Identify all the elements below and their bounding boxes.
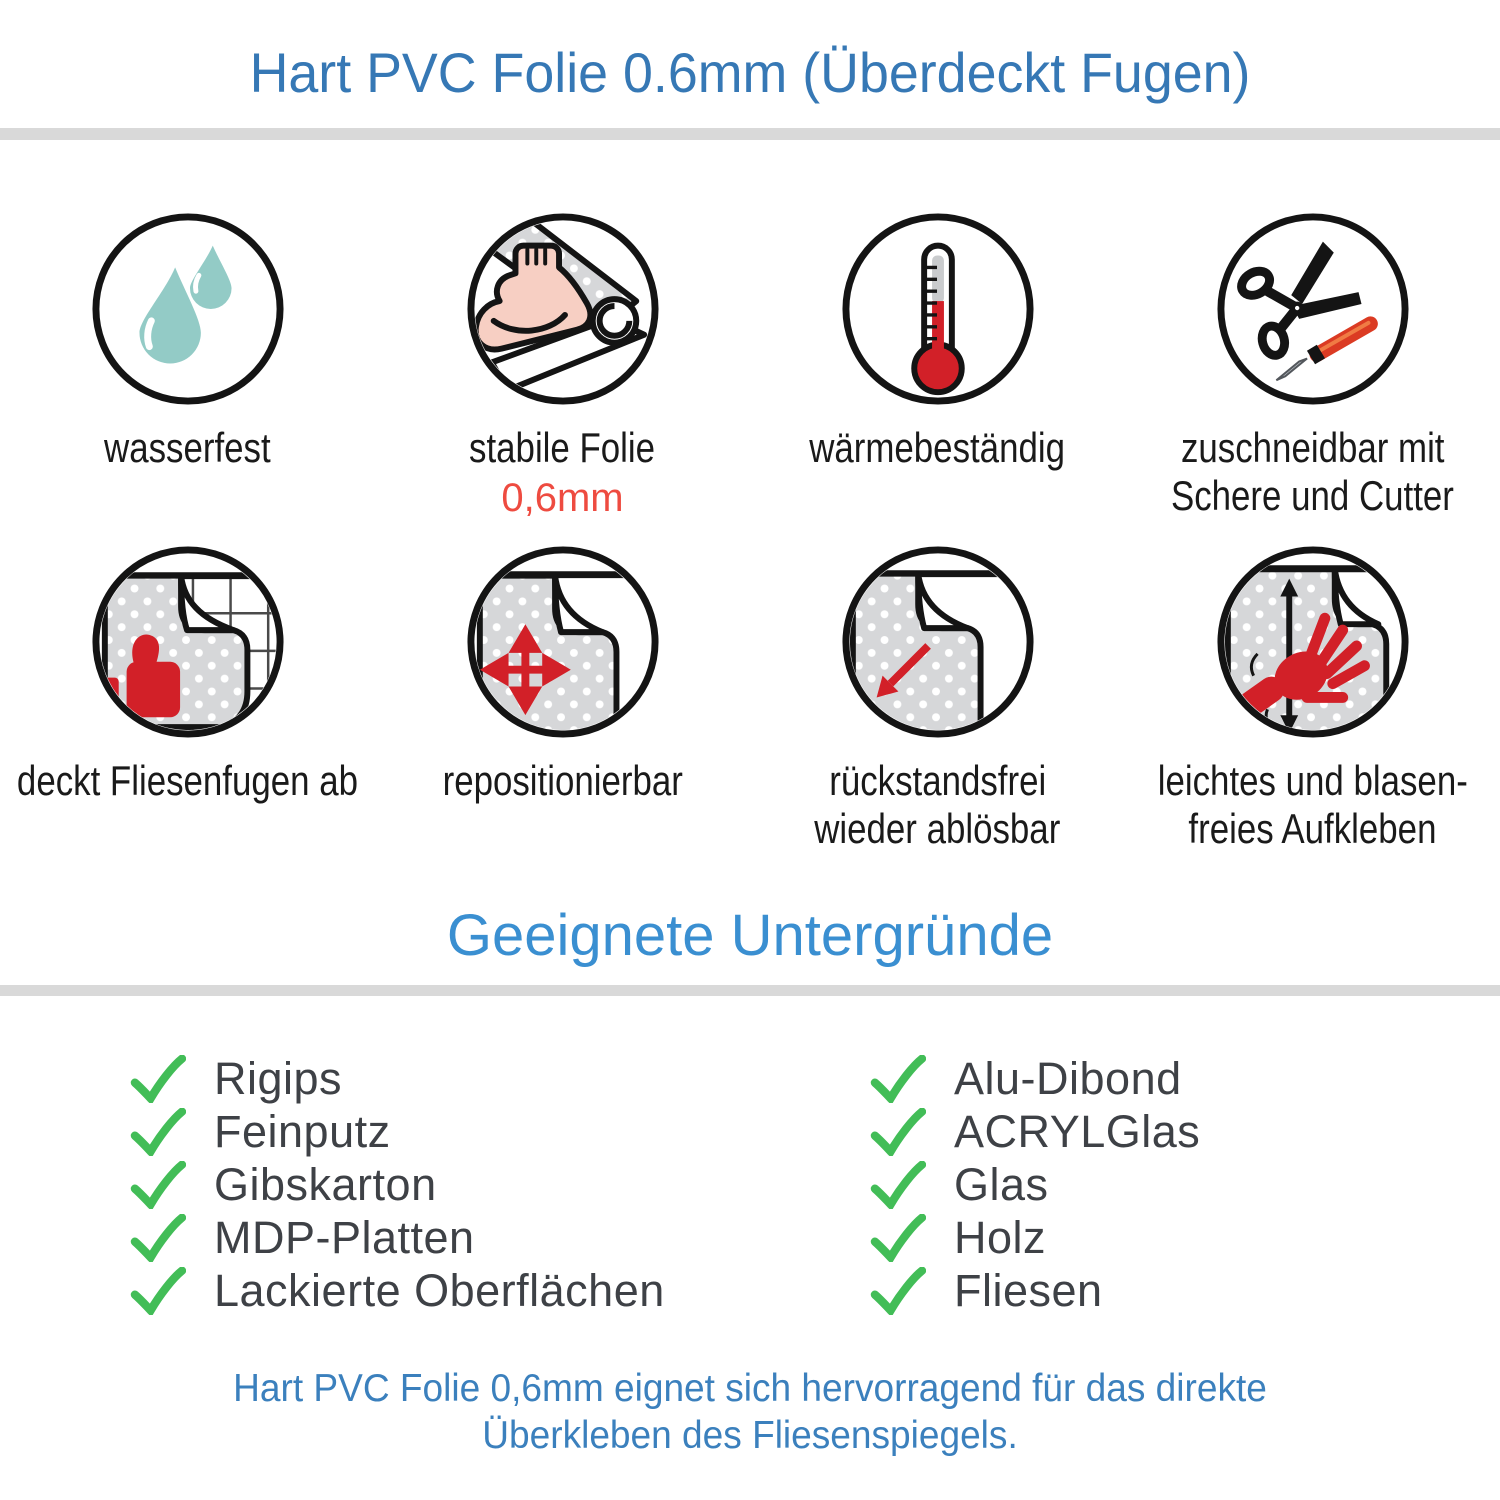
footer-line-1: Hart PVC Folie 0,6mm eignet sich hervorr…	[233, 1367, 1267, 1410]
feature-label: zuschneidbar mit	[1180, 424, 1445, 471]
list-item: Holz	[870, 1211, 1500, 1264]
checkmark-icon	[130, 1266, 186, 1315]
checkmark-icon	[130, 1054, 186, 1103]
checkmark-icon	[130, 1107, 186, 1156]
strong-arm-foil-icon	[466, 213, 659, 405]
feature-label: repositionierbar	[442, 757, 683, 804]
checkmark-icon	[870, 1213, 926, 1262]
feature-thickness-label: 0,6mm	[501, 476, 624, 520]
feature-bubble-free-application: leichtes und blasen- freies Aufkleben	[1125, 543, 1500, 853]
list-item: Rigips	[130, 1052, 870, 1105]
feature-label: leichtes und blasen-	[1157, 757, 1468, 804]
substrate-checklists: Rigips Feinputz Gibskarton MDP-Platten L…	[0, 1052, 1500, 1317]
section-title-substrates: Geeignete Untergründe	[446, 903, 1054, 968]
substrate-label: Glas	[954, 1158, 1049, 1210]
feature-covers-tile-joints: deckt Fliesenfugen ab	[0, 543, 375, 853]
list-item: Gibskarton	[130, 1158, 870, 1211]
substrate-list-left: Rigips Feinputz Gibskarton MDP-Platten L…	[130, 1052, 870, 1317]
feature-label-line2: Schere und Cutter	[1171, 472, 1454, 519]
feature-waterproof: wasserfest	[0, 210, 375, 543]
feature-sturdy-foil: stabile Folie 0,6mm	[375, 210, 750, 543]
substrate-label: Feinputz	[214, 1105, 391, 1157]
substrate-label: Alu-Dibond	[954, 1052, 1182, 1104]
feature-label-line2: wieder ablösbar	[814, 805, 1061, 852]
list-item: Lackierte Oberflächen	[130, 1264, 870, 1317]
substrate-list-right: Alu-Dibond ACRYLGlas Glas Holz Fliesen	[870, 1052, 1500, 1317]
feature-label: wärmebeständig	[809, 424, 1066, 471]
feature-cuttable: zuschneidbar mit Schere und Cutter	[1125, 210, 1500, 543]
list-item: Glas	[870, 1158, 1500, 1211]
substrate-label: ACRYLGlas	[954, 1105, 1201, 1157]
checkmark-icon	[870, 1160, 926, 1209]
feature-residue-free: rückstandsfrei wieder ablösbar	[750, 543, 1125, 853]
divider-substrates	[0, 985, 1500, 996]
footer-note: Hart PVC Folie 0,6mm eignet sich hervorr…	[38, 1365, 1463, 1459]
move-arrows-foil-icon	[466, 546, 659, 738]
feature-label: rückstandsfrei	[829, 757, 1046, 804]
list-item: Feinputz	[130, 1105, 870, 1158]
checkmark-icon	[870, 1054, 926, 1103]
substrate-label: Rigips	[214, 1052, 343, 1104]
checkmark-icon	[870, 1266, 926, 1315]
feature-label-line2: freies Aufkleben	[1188, 805, 1437, 852]
peel-off-arrow-icon	[841, 546, 1034, 738]
substrate-label: Gibskarton	[214, 1158, 437, 1210]
page-title: Hart PVC Folie 0.6mm (Überdeckt Fugen)	[249, 41, 1251, 104]
checkmark-icon	[130, 1160, 186, 1209]
substrate-label: Lackierte Oberflächen	[214, 1264, 665, 1316]
substrate-label: MDP-Platten	[214, 1211, 475, 1263]
scissors-cutter-icon	[1216, 213, 1409, 405]
substrate-label: Holz	[954, 1211, 1047, 1263]
feature-repositionable: repositionierbar	[375, 543, 750, 853]
substrate-label: Fliesen	[954, 1264, 1103, 1316]
thumb-up-tiles-icon	[91, 546, 284, 738]
list-item: Fliesen	[870, 1264, 1500, 1317]
footer-line-2: Überkleben des Fliesenspiegels.	[482, 1414, 1018, 1457]
checkmark-icon	[130, 1213, 186, 1262]
divider-top	[0, 128, 1500, 140]
water-drops-icon	[91, 213, 284, 405]
feature-label: deckt Fliesenfugen ab	[16, 757, 359, 804]
feature-grid: wasserfest	[0, 210, 1500, 853]
list-item: MDP-Platten	[130, 1211, 870, 1264]
hand-smoothing-icon	[1216, 546, 1409, 738]
list-item: ACRYLGlas	[870, 1105, 1500, 1158]
feature-label: wasserfest	[104, 424, 271, 471]
list-item: Alu-Dibond	[870, 1052, 1500, 1105]
checkmark-icon	[870, 1107, 926, 1156]
feature-label: stabile Folie	[469, 424, 656, 471]
thermometer-icon	[841, 213, 1034, 405]
feature-heat-resistant: wärmebeständig	[750, 210, 1125, 543]
